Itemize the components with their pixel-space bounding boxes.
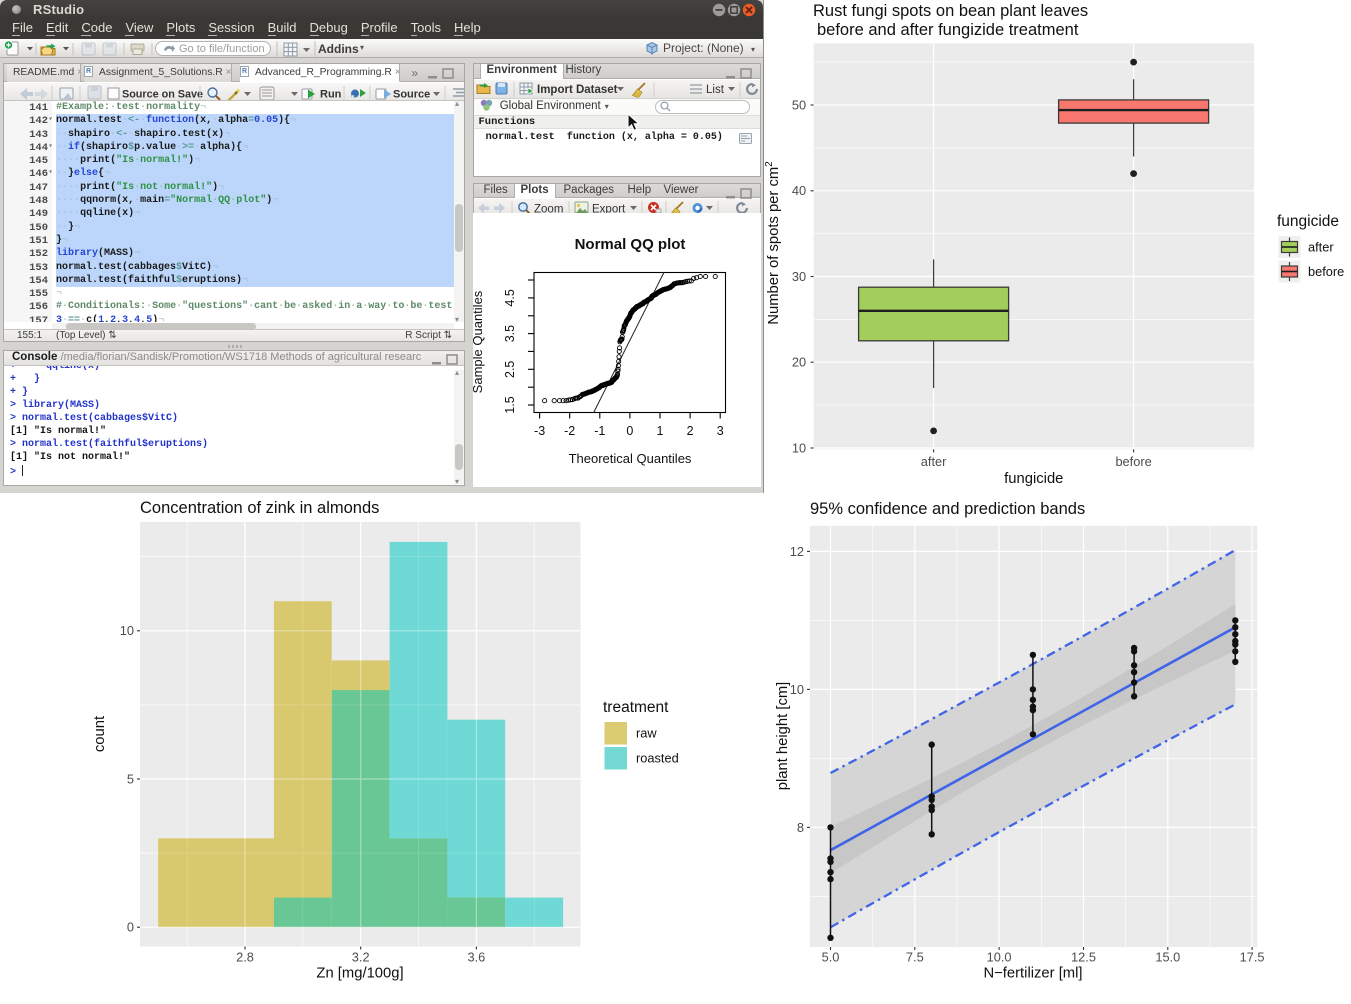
svg-text:10: 10 — [792, 440, 806, 455]
svg-text:30: 30 — [792, 269, 806, 284]
svg-text:before and after fungizide tre: before and after fungizide treatment — [817, 21, 1079, 39]
svg-text:12: 12 — [790, 544, 804, 559]
svg-text:before: before — [1115, 454, 1151, 469]
svg-text:Rust fungi spots on bean plant: Rust fungi spots on bean plant leaves — [813, 2, 1088, 20]
svg-text:count: count — [92, 716, 108, 752]
svg-text:plant height [cm]: plant height [cm] — [775, 682, 791, 791]
svg-text:5.0: 5.0 — [822, 950, 840, 965]
svg-text:10.0: 10.0 — [987, 950, 1012, 965]
svg-text:Zoom: Zoom — [534, 204, 563, 216]
svg-text:3.5: 3.5 — [503, 325, 517, 342]
svg-text:before: before — [1308, 264, 1344, 279]
svg-text:8: 8 — [797, 820, 804, 835]
svg-text:5: 5 — [127, 771, 134, 786]
svg-text:Zn [mg/100g]: Zn [mg/100g] — [316, 966, 403, 982]
svg-text:17.5: 17.5 — [1240, 950, 1265, 965]
svg-text:50: 50 — [792, 97, 806, 112]
svg-text:treatment: treatment — [603, 699, 669, 716]
svg-text:1.5: 1.5 — [503, 396, 517, 413]
svg-text:4.5: 4.5 — [503, 289, 517, 306]
svg-text:fungicide: fungicide — [1004, 471, 1063, 487]
svg-text:3.2: 3.2 — [352, 950, 370, 965]
svg-text:3.6: 3.6 — [468, 950, 486, 965]
svg-text:12.5: 12.5 — [1071, 950, 1096, 965]
svg-text:List: List — [706, 84, 725, 96]
svg-text:1: 1 — [657, 424, 664, 438]
svg-text:Run: Run — [320, 88, 342, 100]
svg-text:Sample Quantiles: Sample Quantiles — [473, 290, 485, 393]
svg-text:2: 2 — [687, 424, 694, 438]
svg-text:0: 0 — [626, 424, 633, 438]
svg-text:after: after — [1308, 240, 1334, 255]
svg-text:95% confidence and prediction: 95% confidence and prediction bands — [810, 500, 1085, 518]
svg-text:Number of spots per cm2: Number of spots per cm2 — [765, 161, 782, 325]
svg-text:40: 40 — [792, 183, 806, 198]
svg-text:Normal QQ plot: Normal QQ plot — [575, 236, 686, 253]
svg-text:after: after — [921, 454, 947, 469]
svg-text:-1: -1 — [594, 424, 605, 438]
svg-text:-2: -2 — [564, 424, 575, 438]
svg-text:-3: -3 — [534, 424, 545, 438]
svg-text:20: 20 — [792, 355, 806, 370]
svg-text:15.0: 15.0 — [1155, 950, 1180, 965]
svg-text:Theoretical Quantiles: Theoretical Quantiles — [569, 451, 692, 466]
svg-text:0: 0 — [127, 920, 134, 935]
svg-text:Source: Source — [393, 88, 430, 100]
svg-text:raw: raw — [636, 726, 657, 741]
svg-text:N−fertilizer [ml]: N−fertilizer [ml] — [983, 966, 1082, 982]
svg-text:roasted: roasted — [636, 751, 679, 766]
svg-text:Import Dataset: Import Dataset — [537, 84, 618, 96]
svg-text:10: 10 — [120, 623, 134, 638]
svg-text:3: 3 — [717, 424, 724, 438]
svg-text:Export: Export — [592, 204, 626, 216]
svg-text:2.8: 2.8 — [236, 950, 254, 965]
svg-text:Source on Save: Source on Save — [122, 88, 203, 100]
svg-text:7.5: 7.5 — [906, 950, 924, 965]
svg-text:2.5: 2.5 — [503, 361, 517, 378]
svg-text:fungicide: fungicide — [1277, 213, 1339, 230]
svg-text:10: 10 — [790, 682, 804, 697]
svg-text:Concentration of zink in almon: Concentration of zink in almonds — [140, 499, 379, 517]
